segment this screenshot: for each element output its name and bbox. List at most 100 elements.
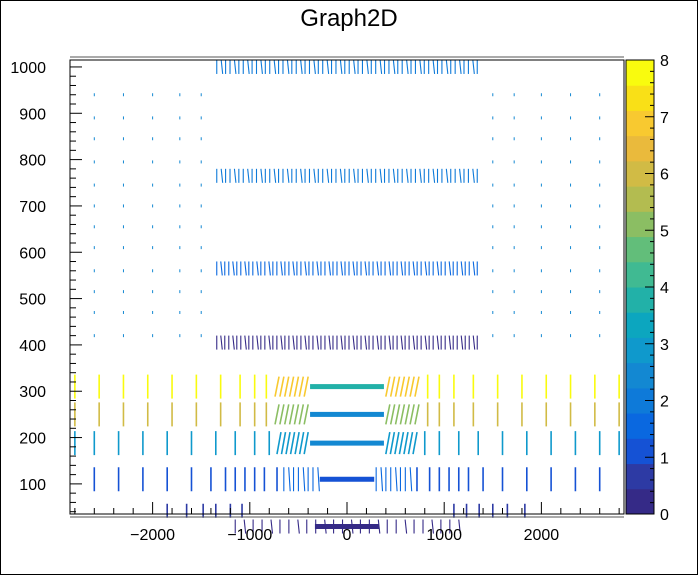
y-tick-label: 200 — [19, 431, 46, 448]
data-point — [247, 168, 250, 183]
data-point — [366, 168, 369, 183]
data-point — [244, 335, 247, 350]
colorbar-tick-label: 0 — [660, 507, 669, 524]
data-point — [279, 376, 285, 397]
data-band — [310, 384, 384, 390]
data-point — [414, 376, 420, 397]
y-tick-label: 500 — [19, 292, 46, 309]
x-tick-label: −1000 — [227, 527, 272, 544]
data-point — [388, 261, 392, 276]
data-point — [412, 431, 418, 455]
data-point — [298, 431, 305, 455]
data-point — [364, 261, 368, 276]
colorbar-segment — [626, 312, 654, 338]
x-axis: −2000 −1000 0 1000 2000 — [74, 502, 620, 544]
plot-frame — [69, 56, 625, 518]
data-band — [319, 476, 375, 482]
data-point — [273, 168, 277, 183]
data-point — [376, 335, 380, 350]
data-point — [394, 431, 400, 455]
data-point — [302, 467, 306, 492]
data-point — [399, 376, 406, 397]
data-point — [385, 431, 391, 455]
data-point — [376, 261, 380, 276]
colorbar: 0 1 2 3 4 5 6 7 8 — [625, 53, 669, 524]
data-point — [300, 168, 303, 183]
data-point — [340, 335, 344, 350]
colorbar-tick-label: 5 — [660, 223, 669, 240]
data-point — [407, 431, 414, 455]
data-point — [303, 431, 309, 455]
data-point — [274, 404, 280, 425]
data-point — [297, 519, 300, 534]
data-point — [220, 59, 224, 75]
data-point — [280, 335, 283, 350]
data-point — [316, 335, 319, 350]
data-point — [286, 59, 290, 75]
data-point — [404, 376, 411, 397]
colorbar-segment — [626, 261, 654, 288]
data-point — [424, 261, 428, 276]
data-point — [380, 467, 384, 492]
data-point — [273, 59, 277, 75]
data-point — [328, 335, 332, 350]
data-point — [339, 59, 343, 75]
colorbar-segment — [626, 110, 654, 137]
data-point — [389, 404, 396, 425]
colorbar-segment — [626, 211, 654, 238]
data-point — [458, 519, 461, 534]
data-point — [459, 168, 462, 183]
colorbar-segment — [626, 287, 654, 313]
data-point — [247, 59, 250, 75]
colorbar-tick-label: 3 — [660, 337, 669, 354]
data-point — [304, 335, 307, 350]
data-point — [280, 261, 283, 276]
data-point — [448, 335, 452, 350]
data-point — [233, 168, 237, 183]
data-point — [340, 261, 344, 276]
x-tick-label: 0 — [343, 527, 352, 544]
data-point — [352, 261, 356, 276]
data-point — [256, 335, 259, 350]
data-point — [409, 467, 413, 492]
data-point — [414, 404, 420, 425]
data-point — [460, 335, 464, 350]
data-point — [288, 467, 291, 492]
data-point — [394, 376, 401, 397]
x-tick-label: 1000 — [426, 527, 462, 544]
colorbar-segment — [626, 438, 654, 465]
data-point — [220, 335, 223, 350]
data-point — [274, 376, 280, 397]
data-point — [353, 168, 356, 183]
data-point — [328, 261, 332, 276]
data-point — [394, 404, 401, 425]
data-point — [316, 261, 319, 276]
data-point — [399, 404, 406, 425]
colorbar-segment — [626, 85, 654, 111]
colorbar-tick-label: 8 — [660, 53, 669, 70]
plot-border — [69, 59, 625, 515]
data-point — [409, 404, 415, 425]
y-tick-label: 400 — [19, 338, 46, 355]
data-point — [220, 261, 223, 276]
data-point — [300, 59, 303, 75]
data-point — [339, 168, 343, 183]
data-point — [389, 431, 396, 455]
data-point — [233, 59, 237, 75]
data-point — [313, 59, 316, 75]
data-point — [289, 431, 296, 455]
colorbar-segment — [626, 413, 654, 439]
data-point — [243, 519, 247, 534]
y-tick-label: 600 — [19, 245, 46, 262]
data-point — [389, 376, 396, 397]
y-tick-label: 300 — [19, 384, 46, 401]
data-point — [432, 59, 436, 75]
colorbar-tick-label: 1 — [660, 450, 669, 467]
data-point — [366, 59, 369, 75]
x-tick-label: −2000 — [130, 527, 175, 544]
colorbar-segment — [626, 186, 654, 212]
colorbar-segment — [626, 337, 654, 364]
data-point — [400, 335, 404, 350]
data-point — [244, 261, 247, 276]
data-point — [285, 431, 291, 455]
